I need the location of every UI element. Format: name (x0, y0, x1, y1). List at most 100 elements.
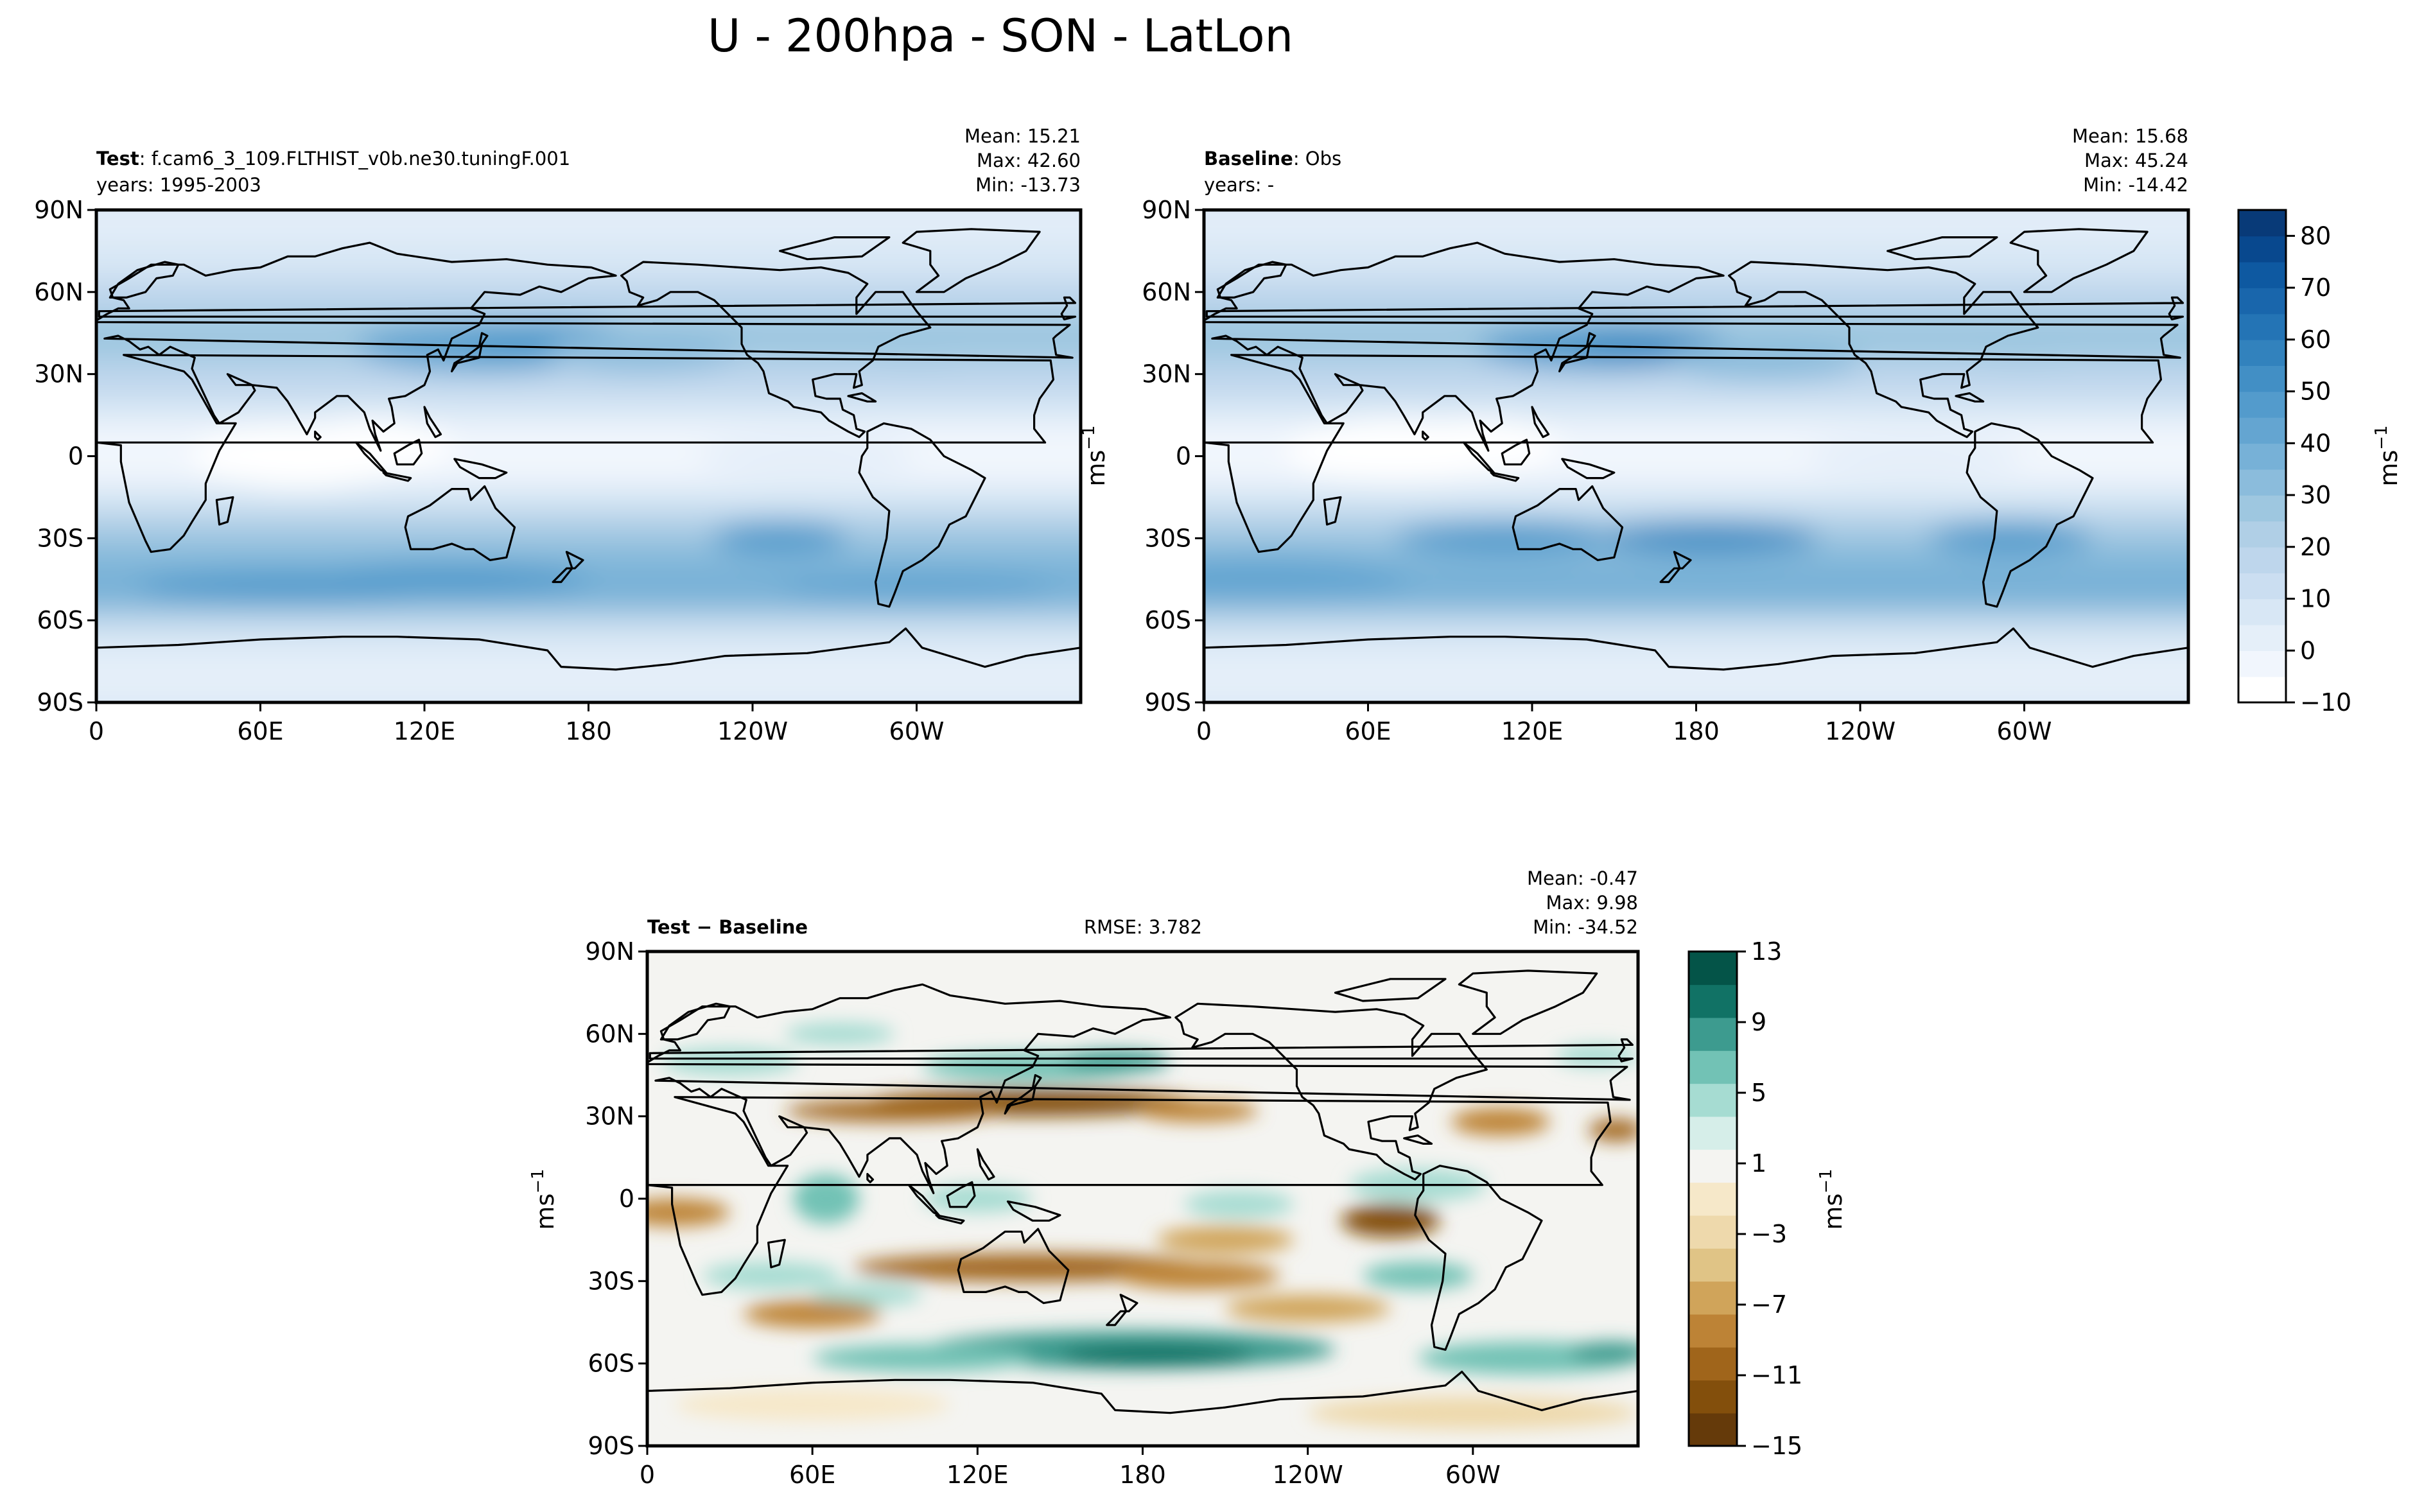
field-feature (315, 562, 589, 596)
coastline-philippines (1531, 406, 1550, 439)
x-tick-label: 120W (1273, 1461, 1343, 1489)
y-tick-label: 90S (1145, 688, 1191, 717)
figure-title: U - 200hpa - SON - LatLon (708, 10, 1293, 62)
panel-test-min: Min: -13.73 (975, 174, 1081, 196)
field-contours (647, 1023, 1638, 1430)
panel-test-years: years: 1995-2003 (96, 174, 261, 196)
y-tick-label: 30S (1145, 524, 1191, 552)
field-band (96, 653, 1081, 702)
y-tick-label: 30N (585, 1102, 634, 1131)
field-feature (1225, 1294, 1391, 1323)
field-band (1204, 625, 2188, 654)
x-tick-label: 120W (717, 717, 788, 745)
colorbar-tick-label: 5 (1751, 1079, 1766, 1107)
x-tick-label: 60W (1997, 717, 2052, 745)
field-feature (1942, 330, 2107, 363)
colorbar-swatch (2238, 521, 2286, 548)
field-feature (1928, 521, 2093, 555)
colorbar-swatch (1689, 1380, 1737, 1414)
colorbar-swatch (2238, 443, 2286, 470)
panel-test-ylabel: ms−1 (1079, 425, 1110, 486)
coastline-australia (957, 1228, 1070, 1305)
field-band (1204, 653, 2188, 702)
colorbar-diff-swatches (1689, 952, 1737, 1447)
panel-baseline-years: years: - (1204, 174, 1274, 196)
x-tick-label: 0 (1196, 717, 1212, 745)
panel-baseline: Baseline: Obs years: - Mean: 15.68 Max: … (1142, 125, 2190, 745)
panel-difference-min: Min: -34.52 (1533, 916, 1638, 938)
field-feature (785, 1100, 1006, 1122)
y-tick-label: 90N (34, 196, 83, 224)
colorbar-tick-label: 1 (1751, 1149, 1766, 1177)
coastline-scand (109, 261, 180, 299)
panel-difference-label: Test − Baseline (647, 916, 808, 938)
x-tick-label: 60W (889, 717, 945, 745)
coastline-arctic_isl (779, 236, 891, 261)
field-feature (1059, 1344, 1253, 1366)
colorbar-tick-label: 50 (2300, 378, 2331, 406)
colorbar-swatch (2238, 624, 2286, 652)
coastline-greenland (2009, 228, 2149, 293)
coastline-nz (1659, 551, 1692, 584)
y-tick-label: 60S (1145, 606, 1191, 634)
y-tick-label: 30N (1142, 360, 1191, 388)
colorbar-swatch (1689, 1116, 1737, 1150)
field-feature (785, 1023, 895, 1045)
panel-test-max: Max: 42.60 (977, 150, 1081, 171)
coastline-newguinea (1561, 458, 1616, 480)
coastline-indonesia (907, 1184, 940, 1217)
x-tick-label: 60E (789, 1461, 835, 1489)
panel-difference-field (647, 952, 1638, 1446)
y-tick-label: 0 (68, 442, 83, 471)
colorbar-tick-label: −15 (1751, 1432, 1802, 1460)
coastline-philippines (976, 1148, 995, 1181)
colorbar-swatch (1689, 1149, 1737, 1183)
coastline-nz (1106, 1294, 1138, 1326)
field-band (1204, 606, 2188, 627)
field-feature (711, 521, 849, 555)
coastline-cuba (1955, 392, 1985, 403)
coastline-greenland (1458, 969, 1598, 1035)
field-feature (1059, 1050, 1171, 1073)
field-feature (793, 1174, 860, 1224)
colorbar-swatch (1689, 1182, 1737, 1216)
field-feature (674, 1388, 950, 1421)
colorbar-tick-label: 9 (1751, 1008, 1766, 1036)
panel-difference-axes: 0 60E 120E 180 120W 60W 90N 60N 30N 0 30S 60S 90S (585, 937, 1501, 1489)
panel-difference-ylabel: ms−1 (528, 1169, 559, 1230)
coastline-indonesia (354, 441, 387, 474)
colorbar-swatch (2238, 417, 2286, 444)
panel-difference-mean: Mean: -0.47 (1527, 867, 1638, 889)
panel-difference-coastlines (647, 969, 1638, 1414)
field-band (96, 237, 1081, 279)
panel-test-label: Test: f.cam6_3_109.FLTHIST_v0b.ne30.tuni… (96, 148, 570, 169)
coastline-uk (98, 296, 1077, 320)
x-tick-label: 60E (1345, 717, 1391, 745)
colorbar-tick-label: 60 (2300, 326, 2331, 354)
field-feature (1395, 417, 1560, 473)
field-band (1204, 278, 2188, 315)
colorbar-swatch (2238, 495, 2286, 522)
colorbar-tick-label: −11 (1751, 1361, 1802, 1389)
field-feature (744, 1300, 882, 1328)
coastline-uk (1205, 296, 2184, 320)
panel-difference-max: Max: 9.98 (1546, 892, 1638, 914)
coastline-madagascar (1323, 496, 1342, 526)
y-tick-label: 0 (619, 1185, 634, 1213)
coastline-antarctica (96, 627, 1081, 671)
field-feature (288, 417, 452, 473)
field-band (1204, 237, 2188, 279)
x-tick-label: 120E (394, 717, 456, 745)
colorbar-swatch (1689, 952, 1737, 986)
coastline-java (382, 471, 412, 482)
x-tick-label: 120W (1825, 717, 1896, 745)
coastline-borneo (393, 439, 423, 465)
colorbar-swatch (1689, 1050, 1737, 1084)
colorbar-tick-label: 10 (2300, 585, 2331, 613)
coastline-africa (647, 1096, 1612, 1296)
colorbar-top: 80 70 60 50 40 30 20 10 0 −10 ms−1 (2237, 209, 2403, 717)
coastline-arctic_isl (1887, 236, 1998, 261)
y-tick-label: 60N (34, 278, 83, 306)
colorbar-diff-ticks: 13 9 5 1 −3 −7 −11 −15 (1737, 937, 1802, 1460)
colorbar-swatch (2238, 598, 2286, 625)
